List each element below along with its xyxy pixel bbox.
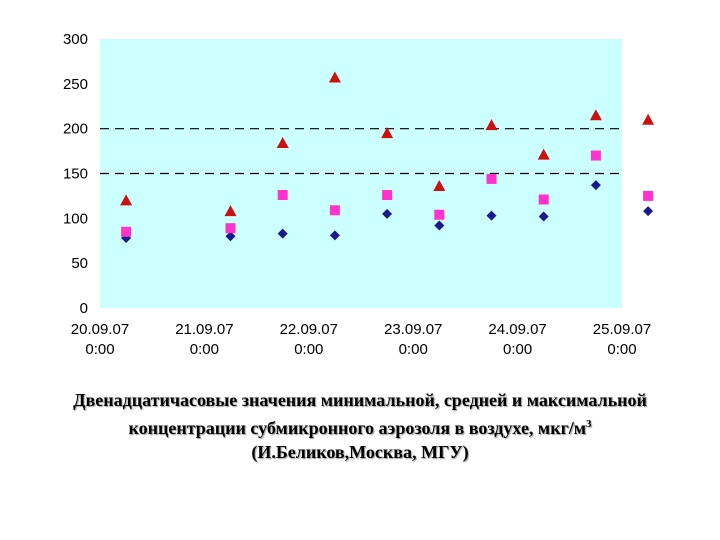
chart-caption: Двенадцатичасовые значения минимальной, … (20, 388, 700, 464)
data-point-square (538, 194, 549, 205)
data-point-square (277, 190, 288, 201)
caption-line-1: Двенадцатичасовые значения минимальной, … (73, 390, 647, 410)
data-point-square (486, 173, 497, 184)
data-point-diamond (590, 180, 601, 191)
y-tick-label: 50 (71, 255, 88, 272)
data-point-diamond (329, 230, 340, 241)
data-point-square (434, 209, 445, 220)
data-point-triangle (224, 205, 237, 217)
data-point-square (329, 205, 340, 216)
data-point-square (121, 226, 132, 237)
y-tick-label: 0 (80, 300, 88, 317)
data-point-triangle (381, 127, 394, 139)
x-tick-label: 22.09.07 0:00 (280, 321, 338, 358)
y-tick-label: 200 (63, 121, 88, 138)
data-point-triangle (276, 137, 289, 149)
y-tick-label: 250 (63, 76, 88, 93)
data-point-triangle (537, 148, 550, 160)
data-point-diamond (643, 206, 654, 217)
data-point-triangle (120, 194, 133, 206)
data-point-triangle (589, 109, 602, 121)
data-point-diamond (434, 220, 445, 231)
y-tick-label: 300 (63, 31, 88, 48)
y-tick-label: 100 (63, 210, 88, 227)
y-tick-label: 150 (63, 166, 88, 183)
x-tick-label: 25.09.07 0:00 (593, 321, 651, 358)
x-tick-label: 20.09.07 0:00 (71, 321, 129, 358)
caption-line-2: концентрации субмикронного аэрозоля в во… (20, 412, 700, 440)
data-point-triangle (328, 71, 341, 83)
data-point-square (225, 223, 236, 234)
data-point-triangle (433, 180, 446, 192)
data-point-triangle (485, 119, 498, 131)
data-point-diamond (225, 231, 236, 242)
data-point-diamond (538, 211, 549, 222)
x-tick-label: 21.09.07 0:00 (175, 321, 233, 358)
data-point-diamond (486, 210, 497, 221)
caption-line-3: (И.Беликов,Москва, МГУ) (251, 442, 469, 462)
x-tick-label: 24.09.07 0:00 (488, 321, 546, 358)
data-point-square (590, 150, 601, 161)
caption-line-2-superscript: 3 (586, 418, 592, 430)
data-point-triangle (642, 113, 655, 125)
data-point-diamond (277, 228, 288, 239)
x-tick-label: 23.09.07 0:00 (384, 321, 442, 358)
data-point-diamond (382, 208, 393, 219)
data-point-square (382, 190, 393, 201)
data-point-square (643, 190, 654, 201)
caption-line-2-text: концентрации субмикронного аэрозоля в во… (128, 418, 586, 438)
scatter-chart: 0 50 100 150 200 250 300 20.09.07 0:00 21.09.07 0… (63, 31, 655, 358)
